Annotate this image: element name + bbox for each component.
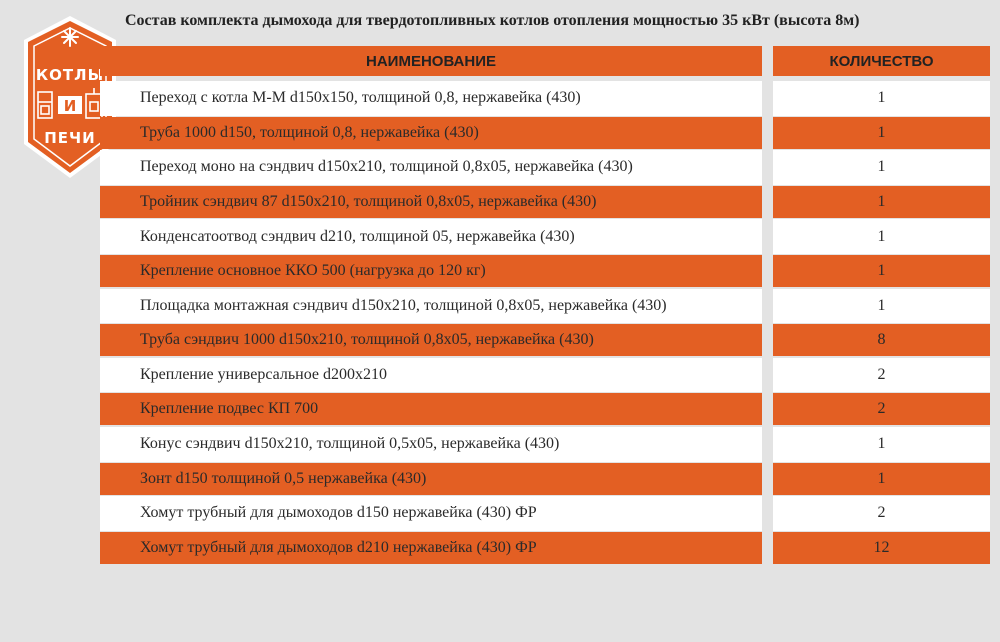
page-title: Состав комплекта дымохода для твердотопл…	[125, 12, 860, 29]
item-qty: 1	[773, 185, 990, 218]
item-name: Хомут трубный для дымоходов d210 нержаве…	[100, 531, 762, 564]
brand-logo: КОТЛЫ И ПЕЧИ	[20, 12, 120, 182]
table-row: Хомут трубный для дымоходов d210 нержаве…	[100, 531, 990, 564]
item-name: Площадка монтажная сэндвич d150х210, тол…	[100, 288, 762, 324]
table-row: Конденсатоотвод сэндвич d210, толщиной 0…	[100, 219, 990, 254]
table-row: Труба 1000 d150, толщиной 0,8, нержавейк…	[100, 116, 990, 149]
table-row: Крепление универсальное d200х210 2	[100, 357, 990, 393]
item-qty: 2	[773, 393, 990, 426]
item-qty: 1	[773, 81, 990, 116]
logo-line2: И	[64, 97, 77, 115]
kit-table: НАИМЕНОВАНИЕ КОЛИЧЕСТВО Переход с котла …	[100, 46, 990, 565]
item-name: Крепление основное ККО 500 (нагрузка до …	[100, 254, 762, 287]
table-row: Переход моно на сэндвич d150х210, толщин…	[100, 150, 990, 185]
logo-line3: ПЕЧИ	[44, 129, 95, 147]
item-qty: 1	[773, 116, 990, 149]
item-name: Крепление подвес КП 700	[100, 393, 762, 426]
item-name: Труба сэндвич 1000 d150х210, толщиной 0,…	[100, 324, 762, 357]
item-name: Крепление универсальное d200х210	[100, 357, 762, 393]
table-row: Тройник сэндвич 87 d150х210, толщиной 0,…	[100, 185, 990, 218]
item-qty: 1	[773, 254, 990, 287]
boiler-icon	[37, 91, 53, 119]
table-row: Площадка монтажная сэндвич d150х210, тол…	[100, 288, 990, 324]
item-qty: 1	[773, 426, 990, 462]
header-name: НАИМЕНОВАНИЕ	[100, 46, 762, 76]
table-row: Конус сэндвич d150х210, толщиной 0,5х05,…	[100, 426, 990, 462]
table-row: Крепление основное ККО 500 (нагрузка до …	[100, 254, 990, 287]
table-row: Зонт d150 толщиной 0,5 нержавейка (430) 1	[100, 462, 990, 495]
item-qty: 2	[773, 357, 990, 393]
item-qty: 1	[773, 288, 990, 324]
item-name: Конус сэндвич d150х210, толщиной 0,5х05,…	[100, 426, 762, 462]
item-qty: 12	[773, 531, 990, 564]
table-row: Переход с котла М-М d150х150, толщиной 0…	[100, 81, 990, 116]
logo-line1: КОТЛЫ	[36, 66, 104, 84]
item-qty: 1	[773, 462, 990, 495]
item-name: Хомут трубный для дымоходов d150 нержаве…	[100, 496, 762, 531]
item-name: Переход с котла М-М d150х150, толщиной 0…	[100, 81, 762, 116]
snowflake-icon	[61, 27, 79, 47]
item-qty: 1	[773, 219, 990, 254]
table-header: НАИМЕНОВАНИЕ КОЛИЧЕСТВО	[100, 46, 990, 76]
header-qty: КОЛИЧЕСТВО	[773, 46, 990, 76]
item-qty: 1	[773, 150, 990, 185]
item-name: Зонт d150 толщиной 0,5 нержавейка (430)	[100, 462, 762, 495]
item-name: Переход моно на сэндвич d150х210, толщин…	[100, 150, 762, 185]
table-row: Крепление подвес КП 700 2	[100, 393, 990, 426]
item-name: Тройник сэндвич 87 d150х210, толщиной 0,…	[100, 185, 762, 218]
table-row: Труба сэндвич 1000 d150х210, толщиной 0,…	[100, 324, 990, 357]
item-name: Конденсатоотвод сэндвич d210, толщиной 0…	[100, 219, 762, 254]
table-row: Хомут трубный для дымоходов d150 нержаве…	[100, 496, 990, 531]
item-qty: 8	[773, 324, 990, 357]
table-body: Переход с котла М-М d150х150, толщиной 0…	[100, 81, 990, 564]
item-qty: 2	[773, 496, 990, 531]
item-name: Труба 1000 d150, толщиной 0,8, нержавейк…	[100, 116, 762, 149]
